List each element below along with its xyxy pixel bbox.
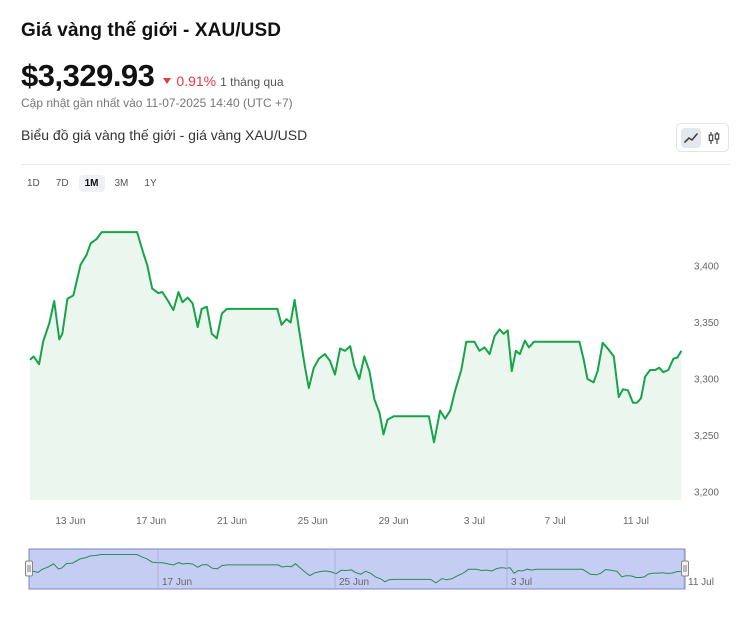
x-tick-label: 13 Jun [55, 516, 85, 527]
navigator-right-handle[interactable] [681, 560, 689, 577]
line-chart-icon [684, 132, 699, 143]
candlestick-button[interactable] [704, 128, 724, 148]
last-updated: Cập nhật gần nhất vào 11-07-2025 14:40 (… [21, 96, 293, 110]
current-price: $3,329.93 [21, 58, 155, 93]
chart-subtitle: Biểu đồ giá vàng thế giới - giá vàng XAU… [21, 127, 308, 143]
price-line [29, 231, 683, 444]
header-divider [21, 164, 730, 165]
range-1m-button[interactable]: 1M [78, 175, 105, 192]
price-row: $3,329.93 0.91% 1 tháng qua [21, 58, 284, 94]
navigator-tick-label: 17 Jun [162, 577, 192, 588]
range-3m-button[interactable]: 3M [114, 178, 129, 189]
candlestick-icon [708, 131, 720, 144]
x-tick-label: 3 Jul [464, 516, 485, 527]
y-tick-label: 3,400 [694, 262, 719, 273]
x-tick-label: 7 Jul [545, 516, 566, 527]
navigator-tick-label: 11 Jul [688, 577, 714, 588]
y-tick-label: 3,350 [694, 318, 719, 329]
x-tick-label: 11 Jul [623, 516, 649, 527]
range-1d-button[interactable]: 1D [27, 178, 40, 189]
x-tick-label: 29 Jun [379, 516, 409, 527]
line-chart-button[interactable] [681, 127, 702, 148]
x-tick-label: 17 Jun [136, 516, 166, 527]
price-change: 0.91% [176, 73, 217, 89]
range-1y-button[interactable]: 1Y [144, 178, 157, 189]
navigator-left-handle[interactable] [25, 560, 33, 577]
range-7d-button[interactable]: 7D [55, 178, 69, 189]
y-tick-label: 3,300 [694, 375, 719, 386]
down-arrow-icon [163, 78, 172, 84]
change-period: 1 tháng qua [220, 75, 284, 89]
price-area [30, 232, 682, 500]
y-tick-label: 3,200 [694, 488, 719, 499]
x-tick-label: 25 Jun [298, 516, 328, 527]
y-tick-label: 3,250 [694, 431, 719, 442]
navigator-tick-label: 25 Jun [339, 577, 369, 588]
navigator-tick-label: 3 Jul [511, 577, 532, 588]
navigator-line [28, 554, 686, 584]
x-tick-label: 21 Jun [217, 516, 247, 527]
chart-type-toggle [676, 123, 729, 152]
range-selector: 1D 7D 1M 3M 1Y [21, 175, 163, 192]
page-title: Giá vàng thế giới - XAU/USD [21, 20, 282, 41]
